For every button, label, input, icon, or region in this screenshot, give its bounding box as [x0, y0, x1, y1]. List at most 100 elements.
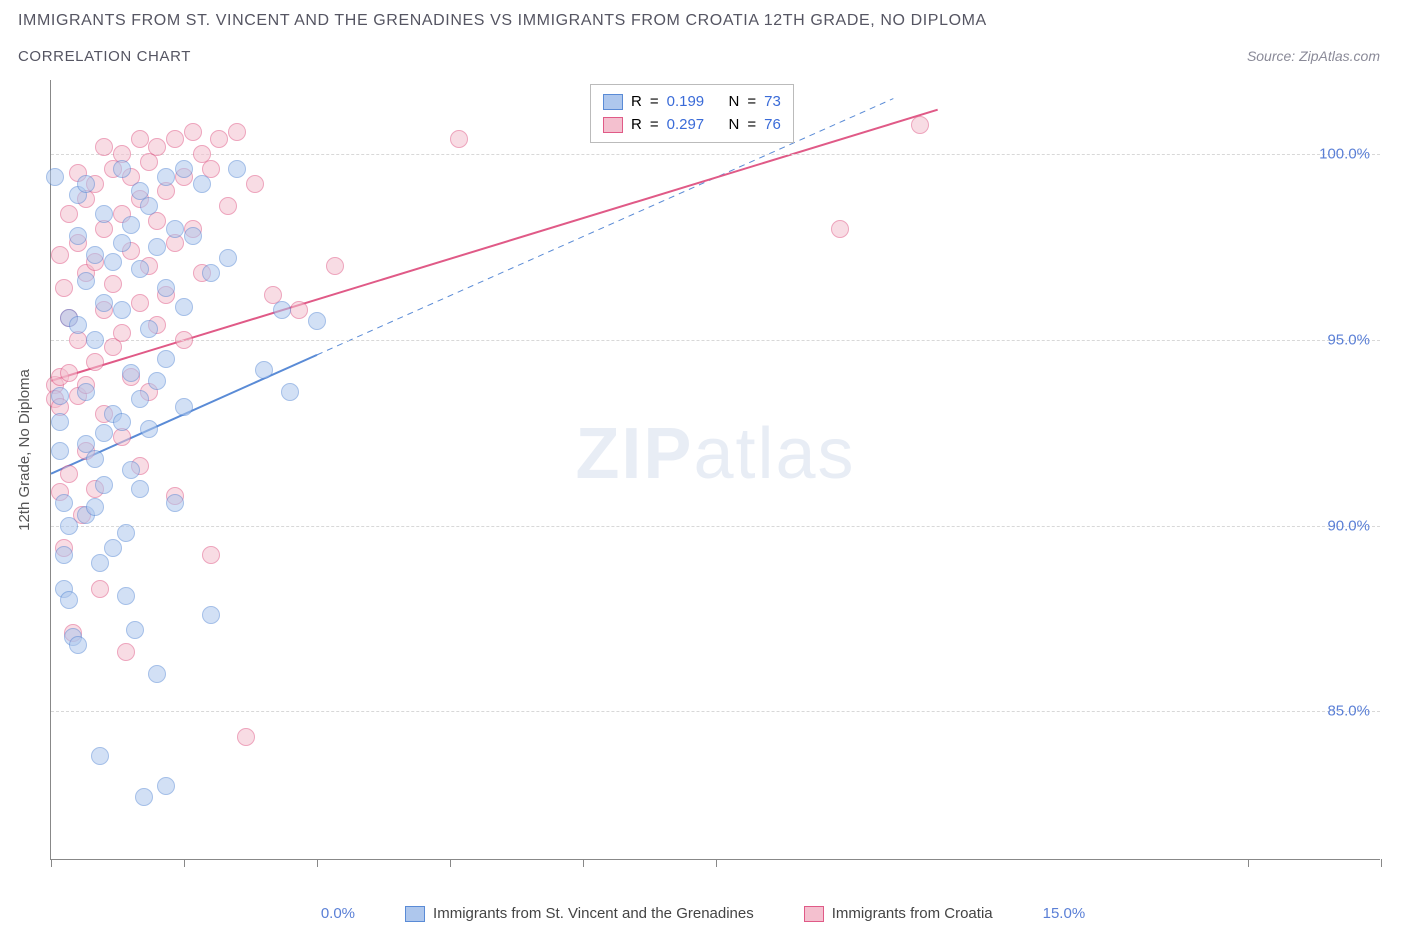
data-point-svg [202, 264, 220, 282]
data-point-svg [122, 364, 140, 382]
data-point-croatia [202, 546, 220, 564]
data-point-svg [77, 175, 95, 193]
data-point-svg [157, 777, 175, 795]
data-point-svg [104, 253, 122, 271]
y-tick-label: 100.0% [1319, 146, 1370, 163]
correlation-legend: R = 0.199 N = 73 R = 0.297 N = 76 [590, 84, 794, 143]
data-point-svg [69, 316, 87, 334]
gridline [51, 154, 1380, 155]
data-point-svg [148, 372, 166, 390]
data-point-svg [184, 227, 202, 245]
data-point-croatia [104, 275, 122, 293]
data-point-svg [51, 442, 69, 460]
data-point-svg [135, 788, 153, 806]
r-value-svg: 0.199 [667, 91, 705, 114]
data-point-croatia [131, 294, 149, 312]
y-tick-label: 95.0% [1327, 332, 1370, 349]
data-point-svg [104, 539, 122, 557]
data-point-svg [166, 494, 184, 512]
data-point-croatia [117, 643, 135, 661]
data-point-svg [131, 480, 149, 498]
gridline [51, 340, 1380, 341]
data-point-svg [77, 272, 95, 290]
data-point-svg [95, 476, 113, 494]
x-tick [184, 859, 185, 867]
data-point-svg [86, 331, 104, 349]
data-point-svg [113, 301, 131, 319]
data-point-svg [157, 279, 175, 297]
data-point-croatia [91, 580, 109, 598]
r-value-croatia: 0.297 [667, 114, 705, 137]
y-axis-label: 12th Grade, No Diploma [16, 369, 33, 531]
watermark: ZIPatlas [575, 413, 855, 495]
data-point-svg [113, 413, 131, 431]
swatch-svg [603, 94, 623, 110]
x-tick [1248, 859, 1249, 867]
data-point-croatia [219, 197, 237, 215]
source-label: Source: ZipAtlas.com [1247, 48, 1380, 64]
n-value-svg: 73 [764, 91, 781, 114]
chart-title-line1: IMMIGRANTS FROM ST. VINCENT AND THE GREN… [18, 12, 987, 30]
data-point-svg [69, 636, 87, 654]
data-point-svg [95, 205, 113, 223]
data-point-svg [60, 517, 78, 535]
data-point-svg [193, 175, 211, 193]
data-point-svg [140, 420, 158, 438]
x-tick [716, 859, 717, 867]
data-point-croatia [290, 301, 308, 319]
legend-item-svg: Immigrants from St. Vincent and the Gren… [405, 905, 754, 922]
gridline [51, 526, 1380, 527]
data-point-svg [117, 587, 135, 605]
data-point-croatia [60, 364, 78, 382]
data-point-croatia [51, 246, 69, 264]
x-tick [51, 859, 52, 867]
legend-row-svg: R = 0.199 N = 73 [603, 91, 781, 114]
data-point-svg [86, 450, 104, 468]
data-point-svg [281, 383, 299, 401]
legend-item-croatia: Immigrants from Croatia [804, 905, 993, 922]
data-point-svg [166, 220, 184, 238]
data-point-svg [86, 246, 104, 264]
data-point-svg [55, 494, 73, 512]
data-point-svg [140, 197, 158, 215]
legend-label-croatia: Immigrants from Croatia [832, 905, 993, 922]
data-point-svg [131, 260, 149, 278]
x-min-label: 0.0% [321, 905, 355, 922]
data-point-croatia [184, 123, 202, 141]
data-point-svg [157, 168, 175, 186]
x-max-label: 15.0% [1043, 905, 1086, 922]
data-point-svg [219, 249, 237, 267]
data-point-croatia [60, 465, 78, 483]
data-point-svg [69, 227, 87, 245]
data-point-croatia [237, 728, 255, 746]
data-point-svg [175, 298, 193, 316]
n-value-croatia: 76 [764, 114, 781, 137]
data-point-svg [95, 294, 113, 312]
data-point-croatia [60, 205, 78, 223]
data-point-croatia [911, 116, 929, 134]
data-point-svg [140, 320, 158, 338]
data-point-croatia [95, 138, 113, 156]
data-point-croatia [326, 257, 344, 275]
data-point-svg [122, 216, 140, 234]
swatch-svg-bottom [405, 906, 425, 922]
x-tick [583, 859, 584, 867]
chart-title-line2: CORRELATION CHART [18, 48, 191, 65]
data-point-svg [228, 160, 246, 178]
data-point-svg [148, 238, 166, 256]
data-point-croatia [228, 123, 246, 141]
gridline [51, 711, 1380, 712]
data-point-svg [148, 665, 166, 683]
swatch-croatia-bottom [804, 906, 824, 922]
data-point-croatia [175, 331, 193, 349]
series-legend: 0.0% Immigrants from St. Vincent and the… [0, 905, 1406, 922]
data-point-croatia [210, 130, 228, 148]
data-point-svg [91, 554, 109, 572]
legend-label-svg: Immigrants from St. Vincent and the Gren… [433, 905, 754, 922]
x-tick [1381, 859, 1382, 867]
data-point-svg [126, 621, 144, 639]
chart-area: ZIPatlas 85.0%90.0%95.0%100.0% [50, 80, 1380, 860]
y-tick-label: 85.0% [1327, 703, 1370, 720]
plot-region: ZIPatlas 85.0%90.0%95.0%100.0% [50, 80, 1380, 860]
data-point-croatia [831, 220, 849, 238]
